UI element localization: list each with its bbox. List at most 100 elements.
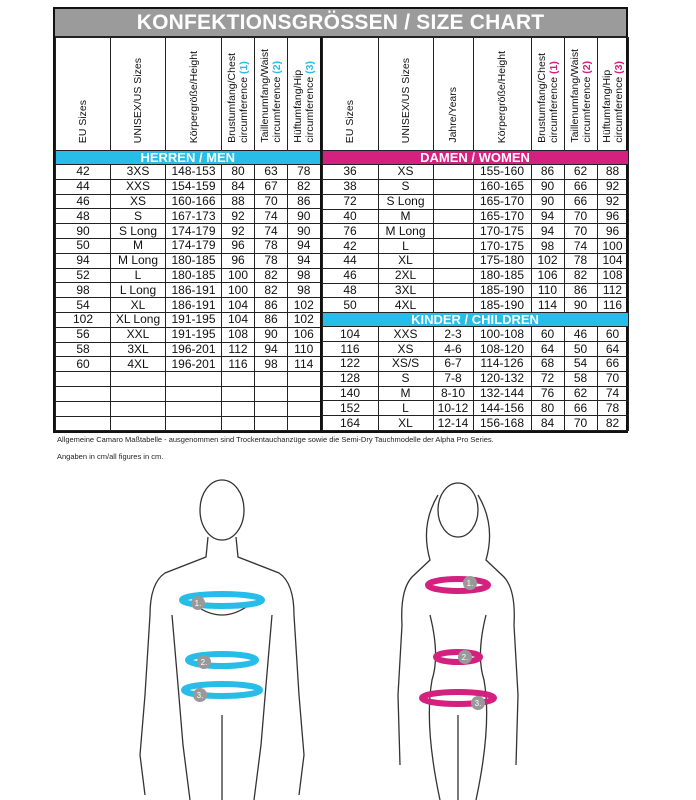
table-cell: 180-185 [472,267,532,284]
table-row: 60 4XL 196-201 116 98 114 [55,356,321,373]
table-cell: 48 [55,208,111,225]
table-cell: 4-6 [432,341,474,357]
table-cell: 98 [287,267,321,284]
table-cell: 76 [530,385,565,402]
size-chart: KONFEKTIONSGRÖSSEN / SIZE CHART EU Sizes… [53,7,629,434]
column-header: EU Sizes [55,37,111,151]
table-row: 58 3XL 196-201 112 94 110 [55,341,321,358]
table-cell: 114-126 [472,356,532,372]
table-cell: 50 [563,341,598,357]
table-cell: 64 [530,341,565,357]
column-header: Brustumfang/Chest circumference (1) [530,37,565,151]
table-cell: 96 [221,237,255,254]
table-row: 42 L 170-175 98 74 100 [321,238,629,254]
column-header: Jahre/Years [432,37,474,151]
table-cell: 90 [55,223,111,239]
table-cell [432,208,474,225]
table-row: 98 L Long 186-191 100 82 98 [55,282,321,299]
table-cell: 63 [254,164,288,180]
table-cell: 52 [55,267,111,284]
table-cell: 92 [221,223,255,239]
table-cell: 46 [563,326,598,343]
table-cell: 100-108 [472,326,532,343]
table-cell [55,400,111,417]
table-cell: 60 [530,326,565,343]
table-row: 48 3XL 185-190 110 86 112 [321,282,629,299]
note-general: Allgemeine Camaro Maßtabelle - ausgenomm… [57,435,494,444]
table-cell: 114 [287,356,321,373]
table-cell: 54 [55,297,111,313]
table-cell [287,400,321,417]
note-units: Angaben in cm/all figures in cm. [57,452,164,461]
table-cell: 196-201 [165,356,222,373]
table-cell [165,400,222,417]
table-cell: 112 [221,341,255,358]
table-cell [55,371,111,387]
column-header: UNISEX/US Sizes [377,37,434,151]
table-cell: 3XL [377,282,434,299]
table-cell [55,385,111,402]
table-cell: 86 [563,282,598,299]
table-cell [432,238,474,254]
table-cell: M Long [377,223,434,240]
table-cell [221,400,255,417]
table-cell [432,193,474,210]
table-row: 36 XS 155-160 86 62 88 [321,164,629,180]
column-header-label: Körpergröße/Height [187,50,200,143]
table-cell: 148-153 [165,164,222,180]
table-cell: 90 [287,223,321,239]
table-cell: 185-190 [472,297,532,314]
table-row [55,400,321,417]
table-cell: 164 [321,415,379,432]
table-cell: 80 [530,400,565,417]
table-row: 38 S 160-165 90 66 92 [321,178,629,195]
table-cell [165,371,222,387]
header-line: Taillenumfang/Waist [568,49,581,143]
column-header: Taillenumfang/Waist circumference (2) [563,37,598,151]
table-cell: 58 [55,341,111,358]
table-cell: 154-159 [165,178,222,195]
table-cell [287,371,321,387]
table-cell: 88 [221,193,255,210]
male-bands [179,591,265,699]
table-cell: S [377,370,434,387]
table-cell: L [377,400,434,417]
table-cell: 38 [321,178,379,195]
table-cell: 98 [254,356,288,373]
table-cell: XL Long [110,311,166,328]
table-row: 94 M Long 180-185 96 78 94 [55,252,321,269]
table-cell: 82 [254,282,288,299]
table-cell: 152 [321,400,379,417]
table-cell: 76 [321,223,379,240]
table-cell: 4XL [377,297,434,314]
table-row: 90 S Long 174-179 92 74 90 [55,223,321,239]
table-cell [221,385,255,402]
table-row: 42 3XS 148-153 80 63 78 [55,164,321,180]
measure-number: (1) [547,61,560,75]
column-header-label: EU Sizes [77,99,89,143]
header-line: circumference [238,77,250,143]
header-line: Hüftumfang/Hip [600,70,613,143]
table-cell: 10-12 [432,400,474,417]
column-header-label: Brustumfang/Chest circumference (1) [226,50,250,146]
table-row: 152 L 10-12 144-156 80 66 78 [321,400,629,417]
table-row: 40 M 165-170 94 70 96 [321,208,629,225]
table-cell: 191-195 [165,311,222,328]
table-cell: 68 [530,356,565,372]
table-cell: 116 [321,341,379,357]
table-row: 116 XS 4-6 108-120 64 50 64 [321,341,629,357]
table-cell [165,415,222,432]
table-row [55,385,321,402]
section-men: HERREN / MEN [55,150,321,165]
table-cell: 180-185 [165,267,222,284]
table-row: 128 S 7-8 120-132 72 58 70 [321,370,629,387]
table-cell [254,385,288,402]
table-cell: 102 [287,297,321,313]
column-header: Taillenumfang/Waist circumference (2) [254,37,288,151]
section-children: KINDER / CHILDREN [321,312,629,328]
table-cell: 82 [563,267,598,284]
table-cell: XL [377,415,434,432]
column-header: Hüftumfang/Hip circumference (3) [596,37,629,151]
table-cell [254,415,288,432]
table-cell: 88 [596,164,629,180]
